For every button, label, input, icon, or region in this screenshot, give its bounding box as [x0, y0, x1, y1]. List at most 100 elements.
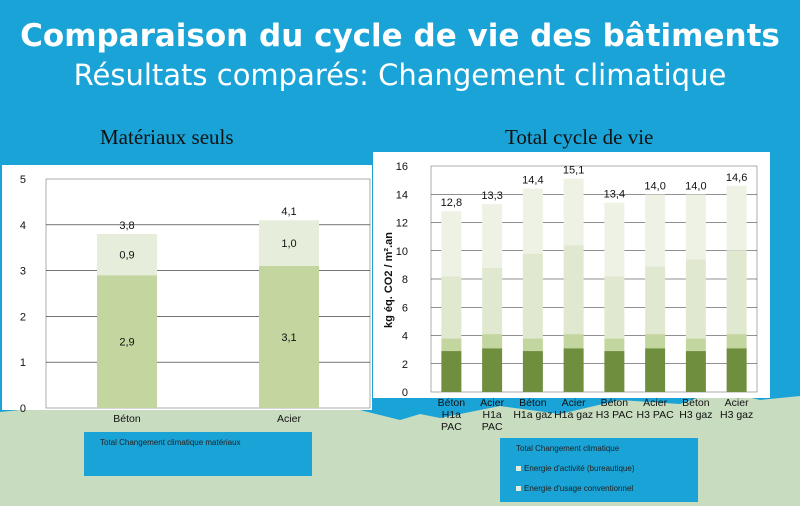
- chart-2-title: Total cycle de vie: [505, 125, 654, 149]
- legend-swatch: [516, 465, 521, 471]
- y-tick-label: 0: [402, 387, 408, 399]
- chart-1-title: Matériaux seuls: [100, 125, 234, 149]
- total-label: 13,4: [604, 189, 625, 201]
- y-tick-label: 12: [396, 218, 408, 230]
- bar-segment: [685, 259, 706, 339]
- bar-segment: [522, 253, 543, 339]
- bar-segment: [604, 338, 625, 352]
- chart-materiaux-seuls: 0 1 2 3 4 5 2,9 0,9 3,8 Béton 3,1 1,0 4,1 Acier: [2, 165, 372, 425]
- legend-item-series-3: Energie d'usage conventionnel: [516, 478, 698, 498]
- total-label: 13,3: [481, 190, 502, 202]
- data-label: 0,9: [119, 250, 134, 262]
- chart-1-legend: Total Changement climatique matériaux: [84, 432, 312, 476]
- legend-item-label: Energie d'activité (bureautique): [524, 463, 635, 473]
- chart-2-legend: Total Changement climatique Energie d'ac…: [500, 438, 698, 502]
- bar-segment: [685, 338, 706, 352]
- bar-segment: [441, 211, 462, 277]
- slide-subtitle: Résultats comparés: Changement climatiqu…: [73, 58, 727, 92]
- legend-item-label: Energie d'usage conventionnel: [524, 483, 634, 493]
- legend-item-materiaux: Total Changement climatique matériaux: [100, 438, 241, 447]
- category-label: Béton: [601, 397, 629, 409]
- category-label: H3 PAC: [596, 409, 634, 421]
- category-label: H1a gaz: [513, 409, 552, 421]
- bar-segment: [726, 334, 747, 349]
- category-label: H3 gaz: [679, 409, 712, 421]
- bar-segment: [97, 233, 157, 276]
- category-label: H3 PAC: [637, 409, 675, 421]
- total-label: 14,4: [522, 175, 543, 187]
- y-tick-label: 3: [20, 266, 26, 278]
- bar-segment: [604, 276, 625, 339]
- legend-item-series-2: Energie d'activité (bureautique): [516, 458, 698, 478]
- bar-segment: [685, 194, 706, 260]
- category-label: Acier: [725, 397, 749, 409]
- legend-swatch: [516, 485, 521, 491]
- total-label: 14,0: [685, 180, 706, 192]
- y-tick-label: 14: [396, 189, 408, 201]
- y-tick-label: 2: [20, 311, 26, 323]
- total-label: 3,8: [119, 220, 134, 232]
- y-tick-label: 16: [396, 161, 408, 173]
- category-label: H1a gaz: [554, 409, 593, 421]
- category-label: Acier: [643, 397, 667, 409]
- legend-item-total-label: Total Changement climatique: [516, 443, 620, 453]
- bar-segment: [563, 245, 584, 335]
- bar-segment: [522, 351, 543, 392]
- category-label: Acier: [277, 413, 301, 425]
- bar-segment: [441, 276, 462, 339]
- category-label: H1a: [482, 409, 501, 421]
- data-label: 2,9: [119, 337, 134, 349]
- category-label: H3 gaz: [720, 409, 753, 421]
- bar-segment: [441, 351, 462, 392]
- y-tick-label: 5: [20, 174, 26, 186]
- chart-total-cycle-de-vie: 024681012141612,8BétonH1aPAC13,3AcierH1a…: [373, 152, 770, 433]
- y-tick-label: 4: [20, 220, 26, 232]
- category-label: PAC: [441, 421, 462, 433]
- total-label: 4,1: [281, 206, 296, 218]
- bar-segment: [482, 267, 503, 335]
- y-tick-label: 0: [20, 403, 26, 415]
- category-label: Béton: [438, 397, 466, 409]
- bar-segment: [563, 178, 584, 246]
- legend-item-series-1: Total Changement climatique: [516, 438, 698, 458]
- y-tick-label: 8: [402, 274, 408, 286]
- bar-segment: [645, 334, 666, 349]
- y-tick-label: 4: [402, 331, 408, 343]
- category-label: Béton: [682, 397, 710, 409]
- total-label: 14,6: [726, 172, 747, 184]
- bar-segment: [604, 202, 625, 277]
- bar-segment: [97, 275, 157, 408]
- bar-segment: [685, 351, 706, 392]
- y-tick-label: 1: [20, 357, 26, 369]
- y-tick-label: 6: [402, 302, 408, 314]
- bar-segment: [482, 348, 503, 392]
- bar-segment: [259, 220, 319, 267]
- bar-segment: [726, 348, 747, 392]
- bar-segment: [441, 338, 462, 352]
- bar-segment: [259, 266, 319, 408]
- total-label: 15,1: [563, 165, 584, 177]
- y-tick-label: 10: [396, 246, 408, 258]
- data-label: 1,0: [281, 238, 296, 250]
- bar-segment: [563, 334, 584, 349]
- bar-segment: [645, 348, 666, 392]
- bar-segment: [726, 250, 747, 335]
- bar-segment: [482, 334, 503, 349]
- data-label: 3,1: [281, 332, 296, 344]
- total-label: 14,0: [644, 180, 665, 192]
- plot-frame: [45, 178, 371, 409]
- bar-segment: [482, 204, 503, 268]
- category-label: Acier: [562, 397, 586, 409]
- y-axis-label: kg éq. CO2 / m².an: [383, 232, 395, 328]
- category-label: PAC: [482, 421, 503, 433]
- category-label: Béton: [519, 397, 547, 409]
- category-label: Béton: [113, 413, 141, 425]
- bar-segment: [726, 185, 747, 251]
- bar-segment: [645, 194, 666, 267]
- bar-segment: [604, 351, 625, 392]
- category-label: H1a: [442, 409, 461, 421]
- total-label: 12,8: [441, 197, 462, 209]
- bar-segment: [522, 188, 543, 254]
- bar-segment: [645, 266, 666, 335]
